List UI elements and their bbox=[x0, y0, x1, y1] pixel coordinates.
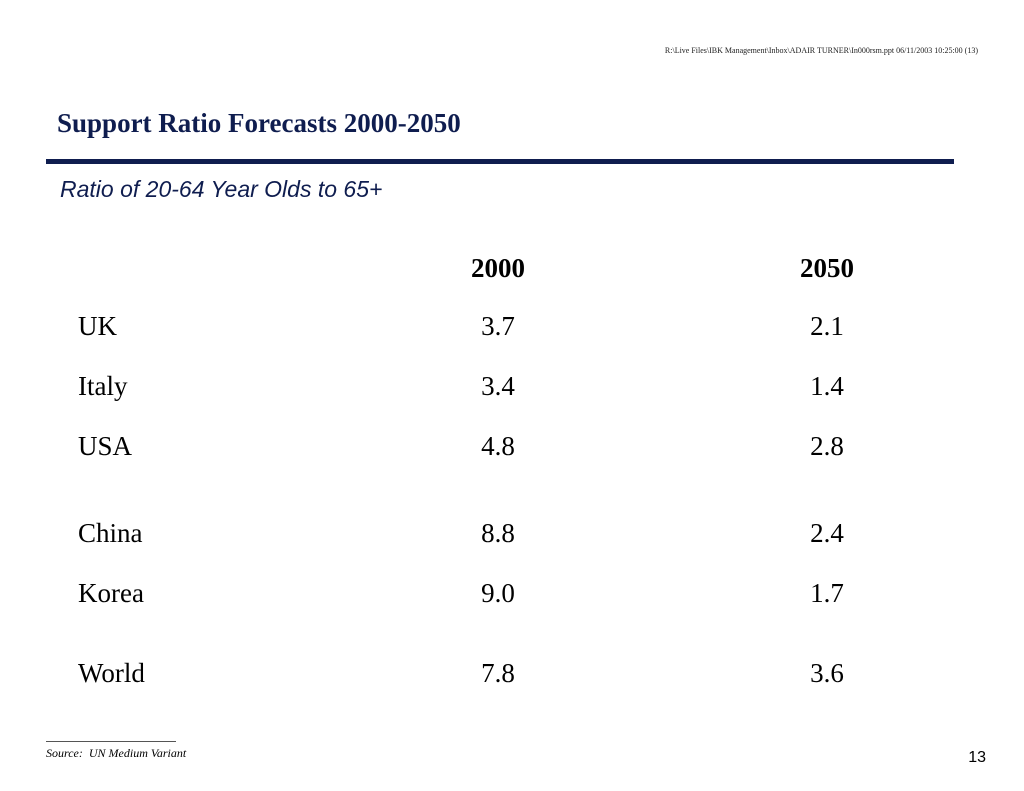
row-value-2050: 1.7 bbox=[810, 578, 844, 608]
table-row: Italy 3.4 1.4 bbox=[0, 371, 1024, 411]
row-value-2000: 4.8 bbox=[481, 431, 515, 461]
page-number: 13 bbox=[968, 749, 986, 766]
row-value-2000: 8.8 bbox=[481, 518, 515, 548]
file-path-header: R:\Live Files\IBK Management\Inbox\ADAIR… bbox=[664, 46, 978, 55]
row-value-2050: 2.8 bbox=[810, 431, 844, 461]
column-header-2000: 2000 bbox=[471, 253, 525, 283]
row-value-2000: 9.0 bbox=[481, 578, 515, 608]
source-note: Source: UN Medium Variant bbox=[46, 746, 187, 760]
row-value-2000: 3.7 bbox=[481, 311, 515, 341]
row-value-2050: 2.1 bbox=[810, 311, 844, 341]
row-country: Korea bbox=[78, 578, 144, 608]
row-country: USA bbox=[78, 431, 133, 461]
row-country: World bbox=[78, 658, 145, 688]
table-row: UK 3.7 2.1 bbox=[0, 311, 1024, 351]
footnote-divider bbox=[46, 741, 176, 742]
slide-subtitle: Ratio of 20-64 Year Olds to 65+ bbox=[60, 176, 383, 202]
table-row: Korea 9.0 1.7 bbox=[0, 578, 1024, 618]
table-row: World 7.8 3.6 bbox=[0, 658, 1024, 698]
row-country: Italy bbox=[78, 371, 128, 401]
row-value-2050: 3.6 bbox=[810, 658, 844, 688]
column-header-2050: 2050 bbox=[800, 253, 854, 283]
table-row: China 8.8 2.4 bbox=[0, 518, 1024, 558]
row-value-2000: 7.8 bbox=[481, 658, 515, 688]
slide-title: Support Ratio Forecasts 2000-2050 bbox=[57, 108, 461, 138]
row-value-2050: 2.4 bbox=[810, 518, 844, 548]
title-divider bbox=[46, 159, 954, 164]
row-country: UK bbox=[78, 311, 117, 341]
table-row: USA 4.8 2.8 bbox=[0, 431, 1024, 471]
row-value-2000: 3.4 bbox=[481, 371, 515, 401]
row-value-2050: 1.4 bbox=[810, 371, 844, 401]
row-country: China bbox=[78, 518, 143, 548]
